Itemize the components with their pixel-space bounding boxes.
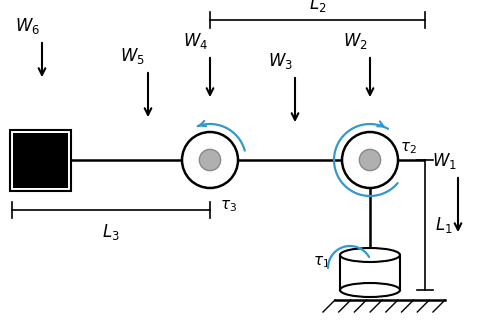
Circle shape — [342, 132, 398, 188]
Bar — [12, 133, 68, 187]
Text: $W_{6}$: $W_{6}$ — [16, 16, 40, 36]
Text: $\tau_1$: $\tau_1$ — [313, 254, 330, 270]
Text: $\tau_2$: $\tau_2$ — [400, 140, 417, 156]
Text: $W_{3}$: $W_{3}$ — [268, 51, 292, 71]
Text: $L_1$: $L_1$ — [435, 215, 452, 235]
Text: $W_{2}$: $W_{2}$ — [342, 31, 367, 51]
Text: $L_3$: $L_3$ — [102, 222, 120, 242]
Text: $W_{4}$: $W_{4}$ — [184, 31, 208, 51]
Circle shape — [182, 132, 238, 188]
Circle shape — [360, 149, 380, 171]
Text: $W_{1}$: $W_{1}$ — [432, 151, 456, 171]
Text: $L_2$: $L_2$ — [308, 0, 326, 14]
Ellipse shape — [340, 248, 400, 262]
Bar — [10, 129, 70, 190]
Text: $\tau_3$: $\tau_3$ — [220, 198, 237, 214]
Ellipse shape — [340, 283, 400, 297]
Text: $W_{5}$: $W_{5}$ — [120, 46, 144, 66]
Circle shape — [200, 149, 220, 171]
